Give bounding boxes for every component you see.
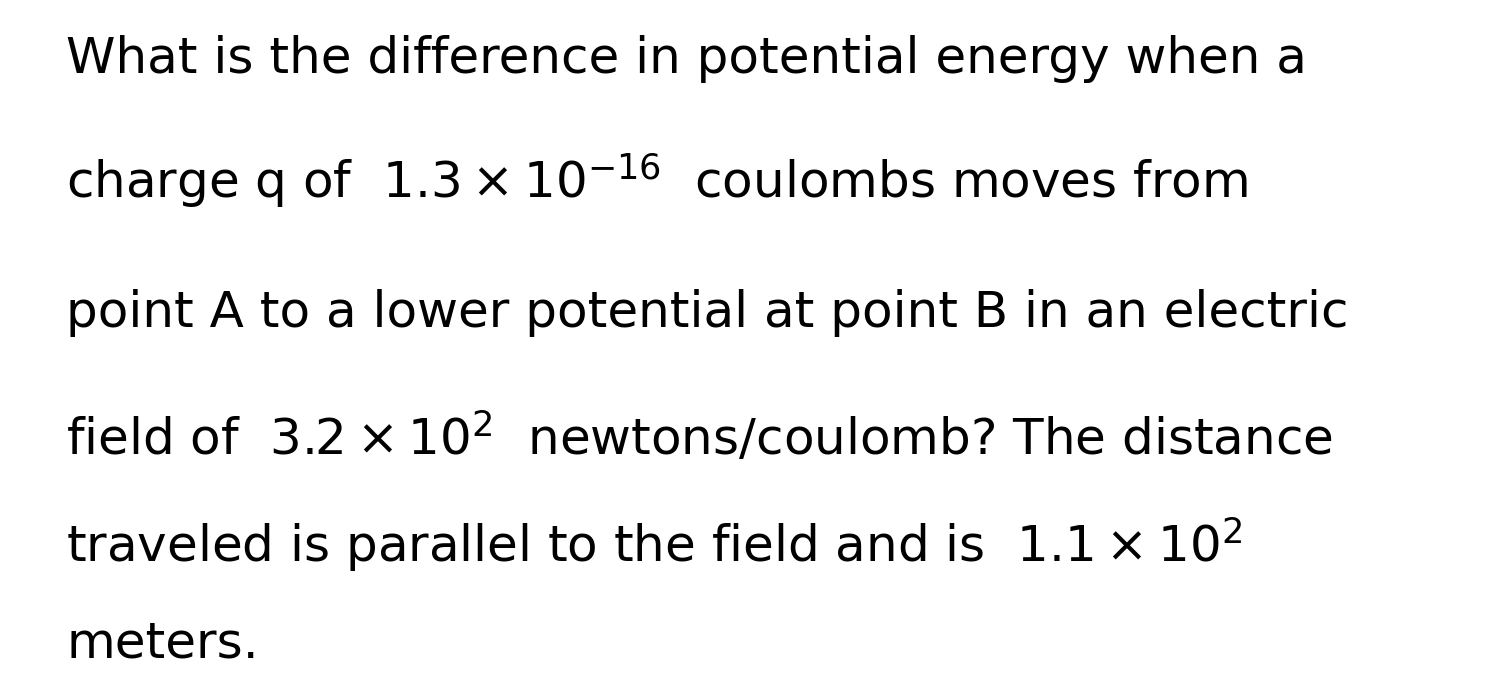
Text: charge q of  $1.3 \times 10^{-16}$  coulombs moves from: charge q of $1.3 \times 10^{-16}$ coulom… bbox=[66, 151, 1248, 210]
Text: What is the difference in potential energy when a: What is the difference in potential ener… bbox=[66, 34, 1306, 83]
Text: point A to a lower potential at point B in an electric: point A to a lower potential at point B … bbox=[66, 289, 1348, 337]
Text: field of  $3.2 \times 10^{2}$  newtons/coulomb? The distance: field of $3.2 \times 10^{2}$ newtons/cou… bbox=[66, 411, 1334, 464]
Text: traveled is parallel to the field and is  $1.1 \times 10^{2}$: traveled is parallel to the field and is… bbox=[66, 515, 1242, 574]
Text: meters.: meters. bbox=[66, 619, 258, 667]
